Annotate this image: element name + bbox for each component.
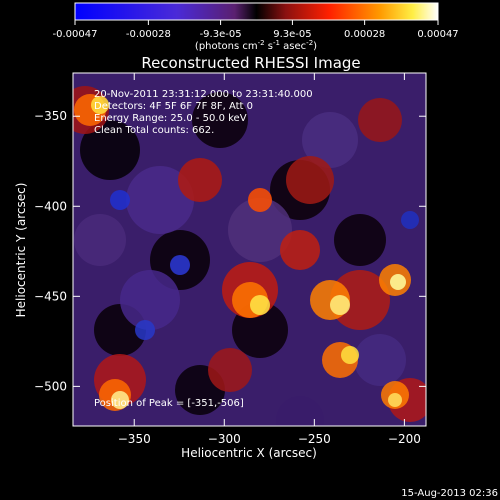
annotation-block: 20-Nov-2011 23:31:12.000 to 23:31:40.000… <box>94 89 313 136</box>
intensity-blob <box>250 295 270 315</box>
x-axis-label: Heliocentric X (arcsec) <box>181 446 317 460</box>
intensity-blob <box>74 214 126 266</box>
colorbar-tick-label: -0.00028 <box>126 29 171 40</box>
colorbar-ticks: -0.00047 -0.00028 -9.3e-05 9.3e-05 0.00028 0.… <box>53 20 459 40</box>
intensity-blob <box>120 270 180 330</box>
intensity-blob <box>401 211 419 229</box>
heatmap-image <box>73 73 426 426</box>
intensity-blob <box>135 320 155 340</box>
intensity-blob <box>228 198 292 262</box>
y-tick-label: −500 <box>34 379 67 393</box>
y-tick-label: −400 <box>34 199 67 213</box>
intensity-blob <box>330 295 350 315</box>
colorbar-tick-label: -9.3e-05 <box>200 29 242 40</box>
x-axis: −350 −300 −250 −200 <box>118 73 421 446</box>
peak-label: Position of Peak = [-351,-506] <box>94 398 244 409</box>
annotation-line: Clean Total counts: 662. <box>94 125 214 136</box>
intensity-blob <box>178 158 222 202</box>
colorbar <box>74 2 439 21</box>
intensity-blob <box>110 190 130 210</box>
colorbar-tick-label: -0.00047 <box>53 29 98 40</box>
intensity-blob <box>334 214 386 266</box>
annotation-line: 20-Nov-2011 23:31:12.000 to 23:31:40.000 <box>94 89 313 100</box>
intensity-blob <box>280 230 320 270</box>
intensity-blob <box>302 112 358 168</box>
intensity-blob <box>341 346 359 364</box>
x-tick-label: −250 <box>298 432 331 446</box>
x-tick-label: −350 <box>118 432 151 446</box>
intensity-blob <box>354 334 406 386</box>
chart-title: Reconstructed RHESSI Image <box>141 54 360 72</box>
intensity-blob <box>192 92 248 148</box>
intensity-blob <box>126 166 194 234</box>
intensity-blob <box>80 120 140 180</box>
y-tick-label: −350 <box>34 109 67 123</box>
footer-date: 15-Aug-2013 02:36 <box>401 488 498 499</box>
intensity-blob <box>276 396 324 426</box>
y-tick-label: −450 <box>34 289 67 303</box>
x-tick-label: −300 <box>208 432 241 446</box>
colorbar-tick-label: 0.00028 <box>344 29 385 40</box>
colorbar-tick-label: 0.00047 <box>417 29 458 40</box>
intensity-blob <box>358 98 402 142</box>
intensity-blob <box>170 255 190 275</box>
x-tick-label: −200 <box>388 432 421 446</box>
colorbar-tick-label: 9.3e-05 <box>273 29 311 40</box>
intensity-blob <box>390 274 406 290</box>
intensity-blob <box>208 348 252 392</box>
colorbar-unit: (photons cm-2 s-1 asec-2) <box>195 39 317 52</box>
annotation-line: Energy Range: 25.0 - 50.0 keV <box>94 113 247 124</box>
intensity-blob <box>286 156 334 204</box>
y-axis-label: Heliocentric Y (arcsec) <box>14 183 28 318</box>
intensity-blob <box>111 391 129 409</box>
intensity-blob <box>388 393 402 407</box>
y-axis: −350 −400 −450 −500 <box>34 109 426 393</box>
intensity-blob <box>330 270 390 330</box>
annotation-line: Detectors: 4F 5F 6F 7F 8F, Att 0 <box>94 101 253 112</box>
intensity-blob <box>248 188 272 212</box>
plot-frame <box>72 72 427 427</box>
intensity-blob <box>91 96 109 114</box>
